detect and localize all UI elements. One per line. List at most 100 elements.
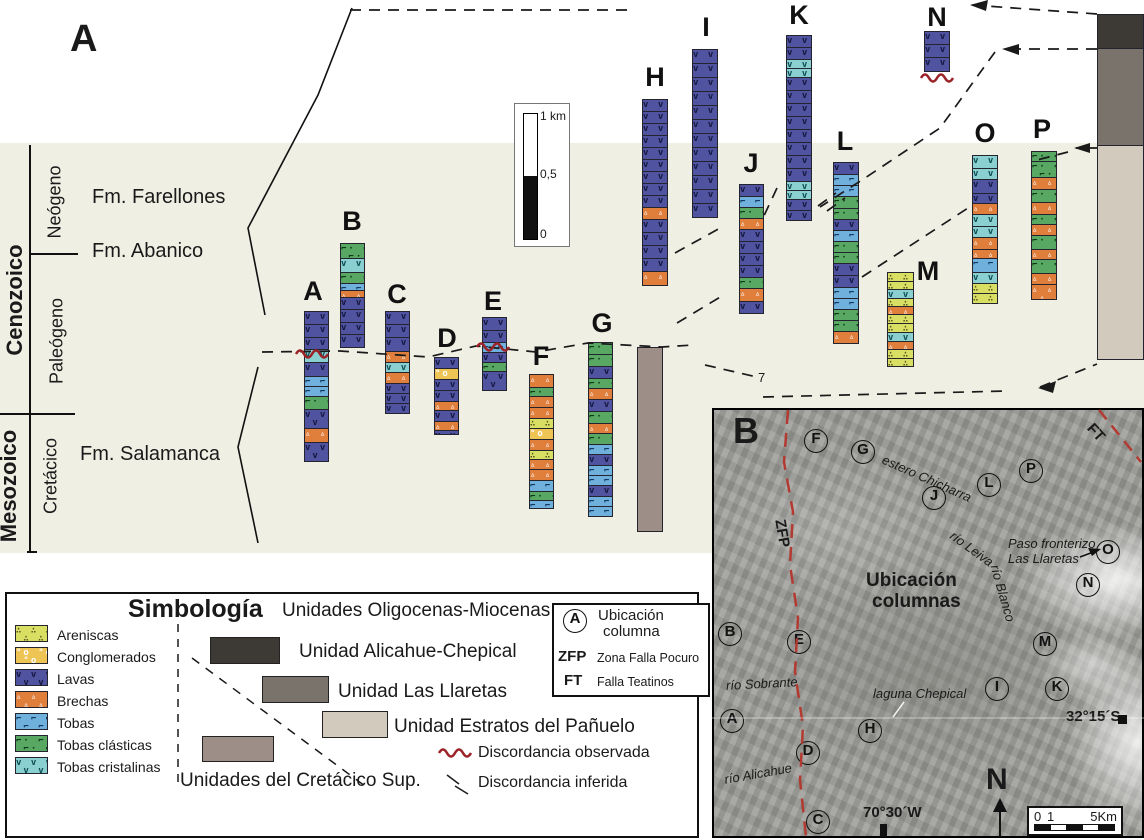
strat-column-A: v v vv v vv v vv v vv v v⌐ ⌐ ⌐⌐ ⌐ ⌐⌐· ⌐·… xyxy=(304,311,329,462)
legend-swatch-tclas: ⌐· ⌐· ⌐· ⌐· ⌐· ⌐· xyxy=(15,735,48,752)
segment-lava: v v v xyxy=(692,119,718,134)
segment-lava: v v v v v v xyxy=(15,669,48,686)
segment-lava: v v v xyxy=(434,357,459,369)
map-label-laguna-chepical: laguna Chepical xyxy=(873,686,967,701)
segment-lava: v v v xyxy=(588,454,613,466)
segment-crist: v v v xyxy=(972,226,998,238)
map-marker-M: M xyxy=(1033,632,1057,656)
scale-label-0: 0 xyxy=(540,227,547,241)
segment-brecha: ▵ ▵ ▵ xyxy=(529,469,554,481)
formation-label-abanico: Fm. Abanico xyxy=(92,240,204,262)
segment-toba: ⌐ ⌐ ⌐ xyxy=(833,185,859,197)
segment-lava: v v v xyxy=(588,485,613,497)
segment-tclas: ⌐· ⌐· ⌐· xyxy=(1031,235,1057,250)
segment-aren: ∴ ∴ ∴ xyxy=(529,418,554,429)
segment-lava: v v v xyxy=(739,229,764,242)
segment-lava: v v v xyxy=(340,334,365,348)
map-scalebar-1: 1 xyxy=(1047,809,1055,824)
segment-lava: v v v xyxy=(385,393,410,404)
segment-aren: ∴ ∴ ∴ xyxy=(887,349,914,359)
segment-panuelo xyxy=(1097,145,1144,360)
scale-label-1km: 1 km xyxy=(540,109,567,123)
segment-tclas: ⌐· ⌐· ⌐· xyxy=(304,396,329,410)
segment-tclas: ⌐· ⌐· ⌐· xyxy=(739,277,764,289)
segment-brecha: ▵ ▵ ▵ xyxy=(739,218,764,230)
segment-lava: v v v xyxy=(304,324,329,338)
legend-label-brecha: Brechas xyxy=(57,693,109,709)
segment-brecha: ▵ ▵ ▵ xyxy=(1031,249,1057,260)
segment-brecha: ▵ ▵ ▵ xyxy=(385,351,410,363)
segment-lava: v v v xyxy=(385,383,410,394)
segment-lava: v v v xyxy=(642,171,668,184)
segment-aren: ∴ ∴ ∴ ∴ ∴ ∴ xyxy=(15,625,48,642)
period-label-neogeno: Neógeno xyxy=(44,165,65,239)
thickness-scale-bar xyxy=(523,113,538,240)
map-label-paso-fronterizo-1: Paso fronterizo xyxy=(1008,536,1096,551)
segment-cret xyxy=(637,347,663,532)
segment-lava: v v v xyxy=(340,309,365,323)
segment-aren: ∴ ∴ ∴ xyxy=(887,298,914,307)
segment-lava: v v v xyxy=(786,168,812,182)
segment-toba: ⌐ ⌐ ⌐ xyxy=(304,376,329,387)
legend-swatch-crist: v v v v v v xyxy=(15,757,48,774)
segment-lava: v v v xyxy=(786,103,812,117)
segment-crist: v v v v v v xyxy=(15,757,48,774)
segment-lava: v v v xyxy=(385,311,410,325)
segment-brecha: ▵ ▵ ▵ xyxy=(1031,224,1057,236)
segment-brecha: ▵ ▵ ▵ xyxy=(529,396,554,408)
legend-label-lava: Lavas xyxy=(57,671,95,687)
segment-tclas: ⌐· ⌐· ⌐· xyxy=(833,241,859,253)
segment-lava: v v v xyxy=(833,219,859,231)
segment-brecha: ▵ ▵ ▵ xyxy=(529,439,554,451)
map-marker-G: G xyxy=(851,440,875,464)
segment-brecha: ▵ ▵ ▵ xyxy=(434,421,459,431)
strat-column-D: v v v°o °o °ov v vv v v▵ ▵ ▵v v v▵ ▵ ▵v … xyxy=(434,357,459,435)
era-label-cenozoico: Cenozoico xyxy=(2,244,27,356)
legend-label-tclas: Tobas clásticas xyxy=(57,737,152,753)
segment-lava: v v v xyxy=(786,77,812,91)
segment-brecha: ▵ ▵ ▵ xyxy=(340,290,365,298)
segment-lava: v v v xyxy=(642,245,668,259)
segment-crist: v v v xyxy=(972,272,998,284)
segment-llaretas xyxy=(1097,48,1144,146)
segment-lava: v v v xyxy=(692,203,718,218)
legend-swatch-aren: ∴ ∴ ∴ ∴ ∴ ∴ xyxy=(15,625,48,642)
segment-crist: v v v xyxy=(786,59,812,69)
segment-tclas: ⌐· ⌐· ⌐· xyxy=(833,320,859,332)
segment-tclas: ⌐· ⌐· ⌐· xyxy=(588,433,613,445)
segment-crist: v v v xyxy=(887,332,914,342)
segment-brecha: ▵ ▵ ▵ xyxy=(972,203,998,215)
segment-tclas: ⌐· ⌐· ⌐· xyxy=(739,207,764,219)
segment-toba: ⌐ ⌐ ⌐ xyxy=(588,444,613,455)
segment-toba: ⌐ ⌐ ⌐ xyxy=(482,342,507,353)
map-marker-C: C xyxy=(806,810,830,834)
segment-toba: ⌐ ⌐ ⌐ xyxy=(833,230,859,242)
segment-alicahue xyxy=(1097,14,1144,49)
uncertain-correlation-mark: 7 xyxy=(758,370,766,385)
segment-toba: ⌐ ⌐ ⌐ xyxy=(340,283,365,291)
segment-lava: v v v xyxy=(434,410,459,422)
segment-tclas: ⌐· ⌐· ⌐· ⌐· ⌐· ⌐· xyxy=(340,243,365,259)
panel-b-label: B xyxy=(733,410,759,451)
map-label-latitude: 32°15´S xyxy=(1066,708,1121,725)
segment-lava: v v v xyxy=(692,49,718,64)
strat-column-unit xyxy=(1097,14,1144,360)
column-label-N: N xyxy=(927,2,947,32)
segment-brecha: ▵ ▵ ▵ xyxy=(588,388,613,400)
legend-discordancia-observada-label: Discordancia observada xyxy=(478,744,650,761)
legend-swatch-toba: ⌐ ⌐ ⌐ ⌐ ⌐ ⌐ xyxy=(15,713,48,730)
panel-a-label: A xyxy=(70,18,98,60)
segment-crist: v v v xyxy=(340,258,365,273)
location-label-line1: Ubicación xyxy=(598,607,664,624)
segment-toba: ⌐ ⌐ ⌐ xyxy=(739,196,764,208)
segment-tclas: ⌐· ⌐· ⌐· ⌐· ⌐· ⌐· xyxy=(15,735,48,752)
segment-lava: v v v xyxy=(786,129,812,143)
segment-crist: v v v xyxy=(304,349,329,363)
map-marker-B: B xyxy=(718,622,742,646)
column-label-E: E xyxy=(483,286,503,316)
segment-lava: v v v xyxy=(786,210,812,221)
segment-crist: v v v xyxy=(972,155,998,169)
legend-swatch-congl: °o °o °o °o °o °o xyxy=(15,647,48,664)
map-marker-P: P xyxy=(1019,459,1043,483)
map-marker-A: A xyxy=(720,709,744,733)
